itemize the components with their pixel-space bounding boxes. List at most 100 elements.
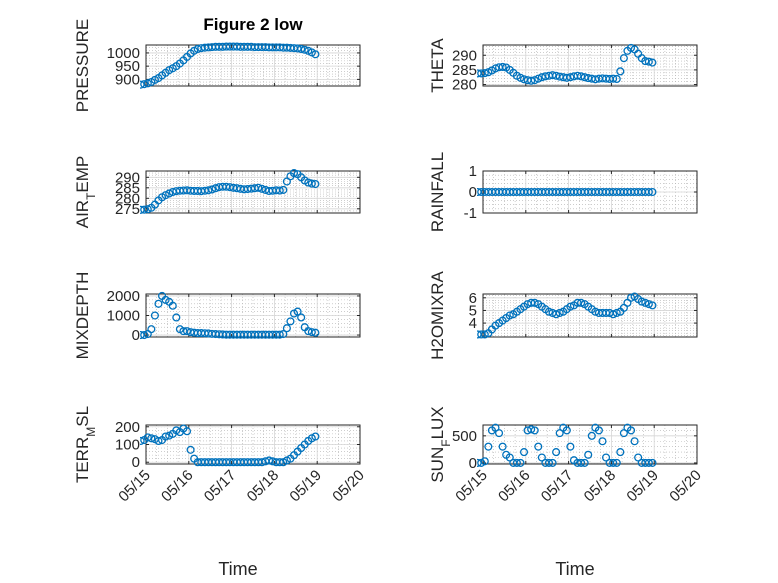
ytick-label: 0	[132, 327, 140, 344]
data-point	[140, 205, 149, 214]
data-markers	[140, 42, 320, 89]
ytick-label: 1	[469, 163, 477, 180]
data-point	[527, 76, 536, 85]
xtick-label: 05/15	[115, 467, 154, 506]
xtick-label: 05/20	[329, 467, 368, 506]
data-point	[512, 458, 521, 467]
ytick-label: 5	[469, 302, 477, 319]
data-point	[648, 301, 657, 310]
data-point	[491, 423, 500, 432]
ytick-label: 290	[115, 169, 140, 186]
data-point	[577, 72, 586, 81]
data-point	[612, 458, 621, 467]
data-point	[577, 458, 586, 467]
data-point	[275, 186, 284, 195]
data-point	[498, 62, 507, 72]
data-point	[630, 437, 639, 446]
data-point	[498, 442, 507, 451]
y-axis-label: TERRMSL	[73, 406, 98, 483]
panel-mixdepth: 0 1000 2000 MIXDEPTH	[73, 272, 361, 359]
data-point	[505, 453, 514, 462]
data-point	[140, 436, 145, 446]
data-point	[147, 434, 156, 443]
ytick-label: 2000	[107, 288, 140, 305]
ytick-label: 285	[452, 62, 477, 79]
panel-rainfall: -1 0 1 RAINFALL	[428, 152, 698, 232]
data-point	[254, 183, 263, 192]
data-point	[286, 317, 295, 326]
data-point	[311, 50, 320, 59]
data-point	[530, 298, 539, 307]
ytick-label: 0	[469, 184, 477, 201]
xtick-label: 05/20	[666, 467, 705, 506]
data-point	[477, 458, 482, 467]
data-point	[601, 453, 611, 462]
ytick-label: 0	[132, 454, 140, 471]
ytick-label: -1	[464, 205, 477, 222]
ytick-label: 275	[115, 201, 140, 218]
data-point	[480, 457, 489, 466]
data-point	[609, 310, 618, 319]
data-point	[154, 299, 163, 308]
data-point	[598, 437, 607, 446]
data-point	[519, 448, 529, 457]
ytick-label: 1000	[107, 308, 140, 325]
data-point	[257, 184, 266, 193]
ytick-label: 290	[452, 47, 477, 64]
data-point	[307, 179, 316, 188]
data-point	[307, 328, 316, 337]
y-axis-label: RAINFALL	[428, 152, 447, 232]
data-point	[279, 330, 288, 339]
data-point	[165, 189, 174, 198]
data-point	[566, 302, 575, 311]
ytick-label: 500	[452, 428, 477, 445]
axes-box	[482, 424, 698, 465]
axes-box	[482, 293, 698, 338]
data-markers	[140, 291, 320, 340]
data-point	[648, 58, 657, 67]
data-point	[505, 311, 514, 320]
data-point	[168, 301, 177, 310]
data-point	[140, 330, 149, 340]
data-point	[555, 308, 564, 318]
xtick-label: 05/18	[581, 467, 620, 506]
data-point	[648, 458, 657, 467]
ytick-label: 6	[469, 290, 477, 307]
data-markers	[477, 292, 657, 339]
xtick-label: 05/17	[538, 467, 577, 506]
xtick-label: 05/16	[495, 467, 534, 506]
data-markers	[477, 187, 657, 197]
xtick-label: 05/19	[623, 467, 662, 506]
data-point	[204, 186, 213, 195]
data-point	[644, 458, 653, 467]
data-point	[530, 76, 539, 85]
ytick-label: 285	[115, 180, 140, 197]
data-point	[300, 45, 309, 54]
axes-box	[482, 44, 698, 87]
data-point	[616, 67, 625, 76]
data-point	[555, 429, 564, 438]
data-point	[516, 458, 525, 467]
data-point	[150, 311, 159, 320]
xtick-label: 05/19	[286, 467, 325, 506]
data-point	[580, 458, 589, 467]
data-point	[140, 80, 149, 89]
data-point	[562, 426, 571, 435]
data-point	[264, 456, 274, 465]
data-point	[279, 185, 288, 194]
data-point	[626, 426, 636, 435]
ytick-label: 900	[115, 71, 140, 88]
ytick-label: 100	[115, 437, 140, 454]
data-point	[161, 432, 170, 441]
data-point	[552, 448, 561, 457]
data-point	[484, 442, 493, 451]
data-point	[143, 79, 152, 88]
data-point	[626, 43, 636, 52]
data-markers	[140, 424, 320, 467]
data-point	[584, 450, 593, 459]
data-point	[311, 432, 320, 441]
data-point	[297, 44, 306, 54]
